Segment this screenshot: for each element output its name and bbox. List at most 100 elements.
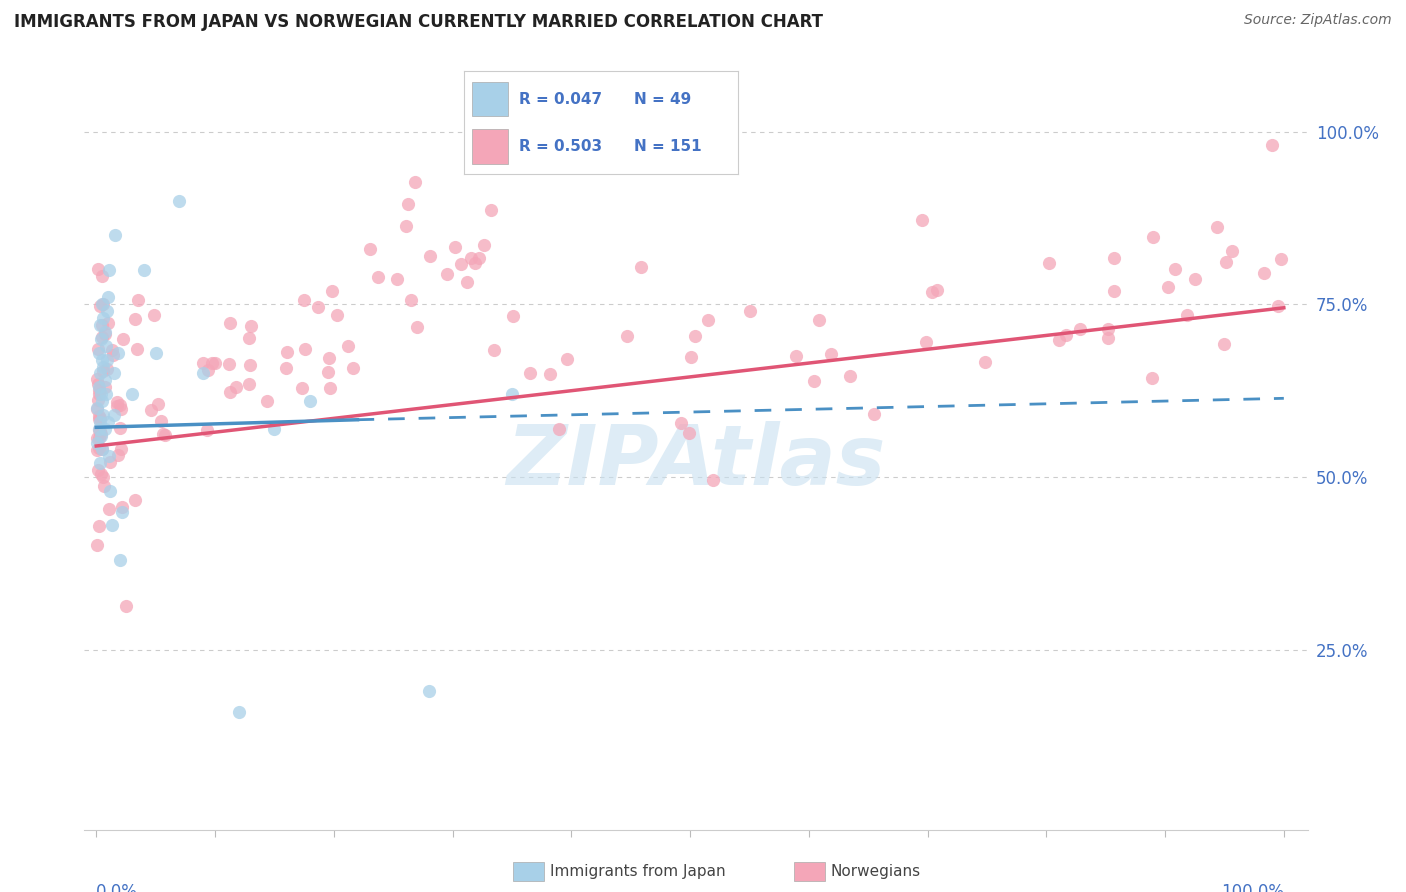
Point [97, 502, 120, 516]
Point [228, 705, 250, 719]
Point [127, 342, 149, 356]
Point [239, 359, 262, 373]
Point [973, 354, 995, 368]
Point [93, 373, 115, 387]
Point [1157, 279, 1180, 293]
Point [555, 351, 578, 366]
Point [91, 469, 114, 483]
Point [921, 285, 943, 299]
Point [110, 442, 132, 457]
Point [359, 243, 381, 257]
Point [124, 493, 146, 508]
Point [460, 252, 482, 266]
Point [1038, 256, 1060, 270]
Point [96, 352, 118, 367]
Point [87, 463, 110, 477]
Point [683, 329, 706, 343]
Point [97, 316, 120, 330]
Point [702, 473, 724, 487]
Point [94, 326, 117, 341]
Point [93, 408, 115, 422]
Point [107, 345, 129, 359]
Point [367, 269, 389, 284]
Point [337, 339, 360, 353]
Text: 0.0%: 0.0% [96, 883, 138, 892]
Point [108, 553, 131, 567]
Point [127, 293, 149, 308]
Point [1097, 322, 1119, 336]
Point [1140, 371, 1163, 385]
Point [396, 197, 419, 211]
Point [418, 684, 440, 698]
Point [93, 359, 115, 374]
Text: Norwegians: Norwegians [831, 864, 921, 879]
Point [115, 599, 138, 613]
Point [89, 383, 111, 397]
Point [87, 423, 110, 437]
Point [90, 268, 112, 283]
Point [1215, 255, 1237, 269]
Point [94, 339, 117, 353]
Point [915, 334, 938, 349]
Point [238, 377, 260, 392]
Point [124, 312, 146, 326]
Point [225, 380, 247, 394]
Point [294, 343, 316, 357]
Point [519, 367, 541, 381]
Point [121, 387, 143, 401]
Point [108, 398, 131, 412]
Point [91, 297, 114, 311]
Point [436, 268, 458, 282]
Point [316, 365, 339, 379]
Point [464, 256, 486, 270]
Point [1054, 328, 1077, 343]
Point [150, 414, 173, 428]
Text: ZIPAtlas: ZIPAtlas [506, 421, 886, 502]
Point [404, 175, 426, 189]
Point [93, 422, 115, 436]
Point [862, 407, 884, 421]
Point [681, 350, 703, 364]
Point [1175, 308, 1198, 322]
Point [89, 424, 111, 438]
Point [785, 349, 807, 363]
Point [86, 435, 108, 450]
Point [89, 441, 111, 455]
Point [201, 356, 224, 370]
Point [87, 262, 110, 277]
Text: N = 49: N = 49 [634, 92, 692, 106]
Point [318, 351, 340, 365]
Point [548, 422, 571, 436]
Point [93, 325, 115, 339]
Point [94, 387, 117, 401]
Point [820, 347, 842, 361]
Point [479, 203, 502, 218]
Point [93, 311, 115, 326]
Point [91, 364, 114, 378]
Point [107, 448, 129, 462]
Point [263, 422, 285, 436]
Point [101, 348, 124, 362]
Point [86, 372, 108, 386]
Point [111, 500, 134, 514]
Point [105, 395, 128, 409]
Point [1212, 337, 1234, 351]
Point [291, 381, 314, 395]
Point [1104, 284, 1126, 298]
Point [927, 283, 949, 297]
FancyBboxPatch shape [472, 81, 508, 117]
Point [1102, 251, 1125, 265]
Point [98, 455, 121, 469]
Point [132, 262, 155, 277]
Point [87, 519, 110, 533]
Point [87, 380, 110, 394]
Point [90, 426, 112, 441]
Point [450, 257, 472, 271]
Point [444, 240, 467, 254]
Point [111, 505, 134, 519]
Point [97, 415, 120, 429]
Point [100, 483, 122, 498]
Point [91, 318, 114, 332]
Text: N = 151: N = 151 [634, 139, 702, 153]
Point [90, 467, 112, 481]
